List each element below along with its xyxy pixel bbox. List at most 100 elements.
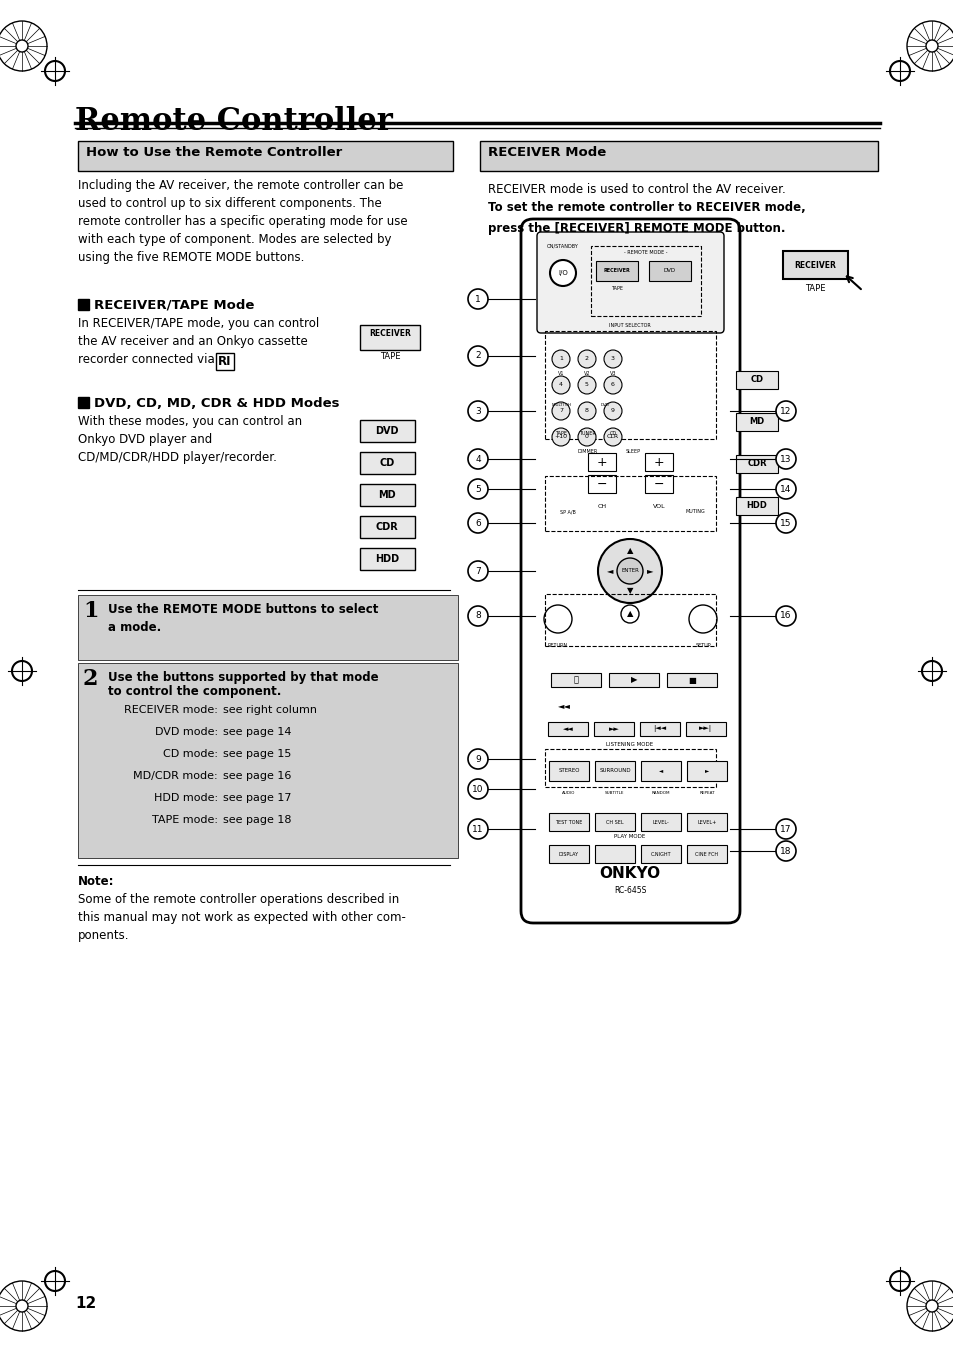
Bar	[639, 721, 679, 736]
Text: −: −	[653, 477, 663, 490]
Text: Use the buttons supported by that mode: Use the buttons supported by that mode	[108, 671, 378, 684]
Text: With these modes, you can control an
Onkyo DVD player and
CD/MD/CDR/HDD player/r: With these modes, you can control an Onk…	[78, 415, 302, 463]
Text: - REMOTE MODE -: - REMOTE MODE -	[623, 250, 667, 255]
Text: Note:: Note:	[78, 875, 114, 888]
Circle shape	[603, 350, 621, 367]
Text: Some of the remote controller operations described in
this manual may not work a: Some of the remote controller operations…	[78, 893, 405, 942]
Text: LEVEL-: LEVEL-	[652, 820, 669, 824]
Bar	[644, 476, 672, 493]
Text: 7: 7	[475, 566, 480, 576]
Text: 13: 13	[780, 454, 791, 463]
Circle shape	[688, 605, 717, 634]
Bar	[78, 299, 89, 309]
Bar	[78, 397, 89, 408]
Text: VOL: VOL	[652, 504, 664, 509]
Circle shape	[889, 61, 909, 81]
Text: SUBTITLE: SUBTITLE	[604, 790, 624, 794]
Text: RECEIVER: RECEIVER	[369, 330, 411, 339]
Bar	[359, 420, 415, 442]
Circle shape	[906, 22, 953, 72]
Bar	[735, 372, 778, 389]
Bar	[544, 594, 716, 646]
Text: ▲: ▲	[626, 609, 633, 619]
Text: C.NIGHT: C.NIGHT	[650, 851, 671, 857]
Circle shape	[578, 428, 596, 446]
Bar	[644, 453, 672, 471]
Text: ◄: ◄	[606, 566, 613, 576]
Text: Use the REMOTE MODE buttons to select
a mode.: Use the REMOTE MODE buttons to select a …	[108, 603, 378, 634]
Text: ►►|: ►►|	[699, 725, 712, 732]
Circle shape	[906, 1281, 953, 1331]
Bar	[359, 484, 415, 507]
Text: MD: MD	[377, 490, 395, 500]
Bar	[685, 721, 725, 736]
Bar	[359, 453, 415, 474]
Text: DVD mode:: DVD mode:	[154, 727, 218, 738]
Text: MD: MD	[749, 417, 763, 427]
Text: 14: 14	[780, 485, 791, 493]
Bar	[596, 261, 638, 281]
Text: 8: 8	[584, 408, 588, 413]
Circle shape	[775, 449, 795, 469]
Text: 15: 15	[780, 519, 791, 527]
Bar	[544, 331, 716, 439]
Text: DVD, CD, MD, CDR & HDD Modes: DVD, CD, MD, CDR & HDD Modes	[94, 397, 339, 409]
Text: ►: ►	[704, 769, 708, 774]
Bar	[479, 141, 877, 172]
Bar	[595, 844, 635, 863]
Text: 3: 3	[610, 357, 615, 362]
Text: ⏸: ⏸	[573, 676, 578, 685]
Text: TUNER: TUNER	[578, 431, 595, 436]
Text: CH: CH	[597, 504, 606, 509]
Circle shape	[620, 605, 639, 623]
Bar	[587, 453, 616, 471]
Text: see right column: see right column	[223, 705, 316, 715]
Text: 9: 9	[475, 754, 480, 763]
Text: |◄◄: |◄◄	[653, 725, 666, 732]
Circle shape	[925, 1300, 937, 1312]
Bar	[735, 413, 778, 431]
Text: 0: 0	[584, 435, 588, 439]
Circle shape	[16, 41, 28, 51]
Text: 5: 5	[475, 485, 480, 493]
Text: CH SEL: CH SEL	[605, 820, 623, 824]
Circle shape	[468, 780, 488, 798]
Text: I/O: I/O	[558, 270, 567, 276]
Text: 2: 2	[475, 351, 480, 361]
Bar	[640, 761, 680, 781]
Text: 4: 4	[558, 382, 562, 388]
Circle shape	[468, 480, 488, 499]
Text: 6: 6	[475, 519, 480, 527]
Bar	[686, 761, 726, 781]
Text: Remote Controller: Remote Controller	[75, 105, 393, 136]
Bar	[666, 673, 717, 688]
Text: 2: 2	[584, 357, 588, 362]
Circle shape	[468, 401, 488, 422]
Text: ►: ►	[646, 566, 653, 576]
Text: CD: CD	[750, 376, 762, 385]
Circle shape	[617, 558, 642, 584]
Text: +: +	[653, 455, 663, 469]
Circle shape	[775, 401, 795, 422]
Circle shape	[775, 607, 795, 626]
Text: ◄◄: ◄◄	[558, 701, 571, 711]
Bar	[544, 476, 716, 531]
Text: RECEIVER mode is used to control the AV receiver.: RECEIVER mode is used to control the AV …	[488, 182, 785, 196]
Circle shape	[603, 376, 621, 394]
Bar	[544, 748, 716, 788]
Circle shape	[468, 449, 488, 469]
Circle shape	[578, 376, 596, 394]
Bar	[735, 455, 778, 473]
Text: 1: 1	[558, 357, 562, 362]
Text: SURROUND: SURROUND	[598, 769, 630, 774]
Circle shape	[552, 428, 569, 446]
Bar	[590, 246, 700, 316]
Text: ►►: ►►	[608, 725, 618, 732]
Text: 17: 17	[780, 824, 791, 834]
Circle shape	[603, 403, 621, 420]
Text: CDR: CDR	[746, 459, 766, 469]
Text: 9: 9	[610, 408, 615, 413]
Text: RETURN: RETURN	[547, 643, 567, 648]
Bar	[78, 141, 453, 172]
Circle shape	[468, 513, 488, 534]
